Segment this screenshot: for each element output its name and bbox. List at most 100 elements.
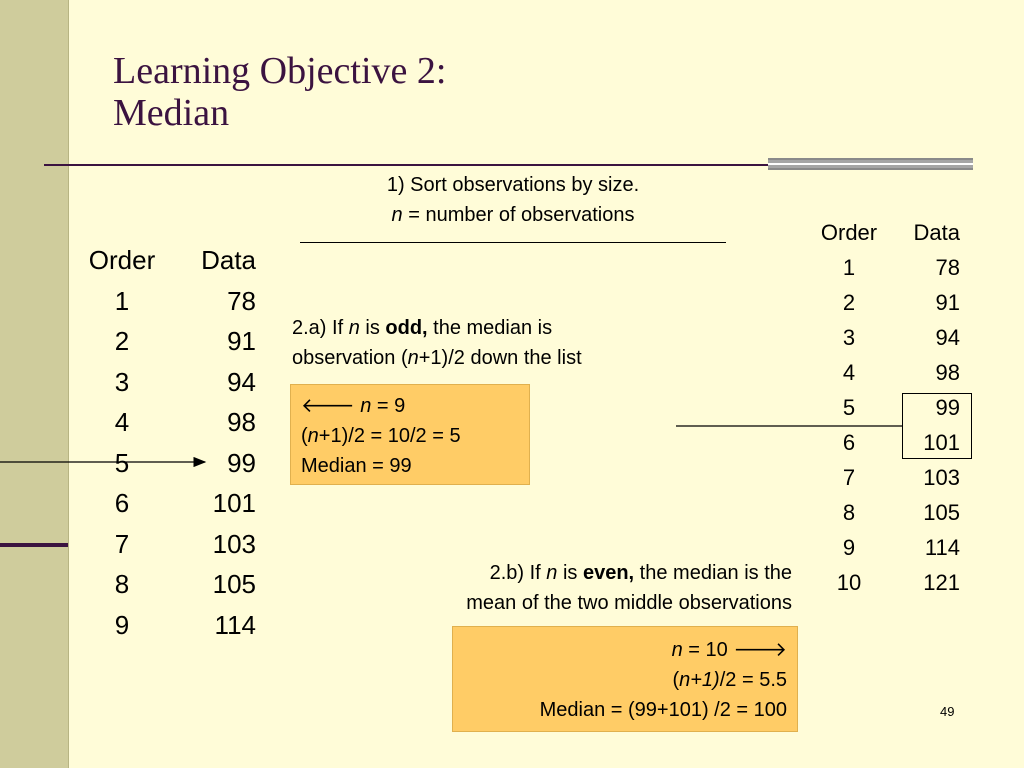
slide-title: Learning Objective 2: Median <box>113 50 446 134</box>
left-table-row: 6 101 <box>78 483 256 524</box>
title-line-1: Learning Objective 2: <box>113 50 447 92</box>
title-line-2: Median <box>113 92 230 134</box>
right-table-data-cell: 103 <box>923 465 960 490</box>
right-table-data-cell: 94 <box>935 325 960 350</box>
even-box-median: Median = (99+101) /2 = 100 <box>539 699 787 721</box>
right-table-order-cell: 6 <box>842 430 856 455</box>
left-table-data-cell: 103 <box>212 528 256 559</box>
left-table-order-cell: 6 <box>114 488 130 518</box>
step-1-n: n <box>391 204 403 226</box>
left-table-body: 1 78 2 91 3 94 4 98 5 99 6 101 7 103 8 105 9 114 <box>78 281 256 646</box>
even-rule-line2: mean of the two middle observations <box>466 592 792 614</box>
even-example-callout: n = 10 🡒 (n+1)/2 = 5.5 Median = (99+101)… <box>452 626 798 732</box>
left-table-order-cell: 3 <box>114 366 130 397</box>
left-table-row: 4 98 <box>78 402 256 443</box>
left-table-row: 3 94 <box>78 362 256 403</box>
step-1-line-2: = number of observations <box>402 204 635 226</box>
right-table-data-cell: 78 <box>935 255 960 280</box>
right-table-data-cell: 114 <box>924 535 960 560</box>
right-table-order-cell: 7 <box>842 465 856 490</box>
step-1-text: 1) Sort observations by size. n = number… <box>300 170 726 230</box>
left-table-order-cell: 7 <box>114 528 130 559</box>
right-table-row: 3 94 <box>810 320 970 355</box>
right-table-row: 8 105 <box>810 495 970 530</box>
right-table-row: 6 101 <box>810 425 970 460</box>
right-table-order-cell: 1 <box>842 255 856 280</box>
decorative-left-strip <box>0 0 69 768</box>
left-table-data-cell: 99 <box>227 447 256 478</box>
right-table-data-cell: 98 <box>935 360 960 385</box>
right-table-order-cell: 3 <box>842 325 856 350</box>
odd-box-n: n <box>360 395 372 417</box>
odd-box-n-value: = 9 <box>371 395 406 417</box>
left-table-data-cell: 98 <box>227 407 256 437</box>
strip-accent-bar <box>0 543 68 547</box>
right-table-order-cell: 4 <box>842 360 856 385</box>
left-table-data-cell: 101 <box>212 488 256 518</box>
right-table-data-cell: 99 <box>935 395 960 420</box>
left-table-row: 1 78 <box>78 281 256 322</box>
even-box-paren: ( <box>672 669 680 691</box>
left-table-order-cell: 1 <box>114 285 130 316</box>
right-table-order-cell: 9 <box>842 535 856 560</box>
right-arrow-icon: 🡒 <box>733 639 787 661</box>
right-table-row: 4 98 <box>810 355 970 390</box>
left-arrow-icon: 🡐 <box>301 395 355 417</box>
right-table-body: 1 78 2 91 3 94 4 98 5 99 6 101 7 103 8 105 9 114 10 121 <box>810 250 970 600</box>
left-header-data: Data <box>201 245 256 275</box>
right-table-data-cell: 121 <box>923 570 960 595</box>
right-table-row: 7 103 <box>810 460 970 495</box>
odd-box-formula-n: n <box>307 425 319 447</box>
odd-box-median: Median = 99 <box>301 455 412 477</box>
left-table-data-cell: 94 <box>227 366 256 397</box>
even-rule-c: the median is the <box>634 562 792 584</box>
right-table-row: 10 121 <box>810 565 970 600</box>
right-data-table: Order Data 1 78 2 91 3 94 4 98 5 99 6 101 7 103 8 105 9 1… <box>810 215 970 600</box>
even-rule-bold: even, <box>582 562 635 584</box>
odd-rule-line2-n: n <box>407 347 419 369</box>
odd-box-paren: ( <box>301 425 308 447</box>
left-table-row: 8 105 <box>78 564 256 605</box>
left-table-order-cell: 2 <box>114 326 130 356</box>
even-box-n: n <box>671 639 683 661</box>
right-table-data-cell: 91 <box>935 290 960 315</box>
title-accent-line <box>768 163 973 165</box>
odd-rule-line2-a: observation ( <box>292 347 408 369</box>
right-table-order-cell: 5 <box>842 395 856 420</box>
separator-line <box>300 242 726 244</box>
odd-rule-a: 2.a) If <box>292 317 349 339</box>
title-underline <box>44 164 772 166</box>
right-table-row: 2 91 <box>810 285 970 320</box>
left-table-row: 9 114 <box>78 605 256 646</box>
left-header-order: Order <box>88 245 156 275</box>
right-header-data: Data <box>913 220 960 245</box>
odd-rule-n: n <box>348 317 360 339</box>
step-1-line-1: 1) Sort observations by size. <box>386 174 640 196</box>
odd-rule-c: the median is <box>427 317 553 339</box>
left-table-row: 5 99 <box>78 443 256 484</box>
left-table-row: 2 91 <box>78 321 256 362</box>
left-table-order-cell: 4 <box>114 407 130 437</box>
left-table-data-cell: 78 <box>227 285 256 316</box>
right-table-row: 1 78 <box>810 250 970 285</box>
right-table-row: 5 99 <box>810 390 970 425</box>
left-table-order-cell: 9 <box>114 609 130 640</box>
odd-example-callout: 🡐 n = 9 (n+1)/2 = 10/2 = 5 Median = 99 <box>290 384 530 485</box>
left-table-order-cell: 8 <box>114 569 130 599</box>
right-table-order-cell: 2 <box>842 290 856 315</box>
even-rule-b: is <box>557 562 583 584</box>
even-box-n-value: = 10 <box>682 639 734 661</box>
even-box-formula-n: n+1) <box>679 669 720 691</box>
odd-rule-text: 2.a) If n is odd, the median is observat… <box>292 313 692 373</box>
left-table-data-cell: 114 <box>214 609 256 640</box>
middle-values-box <box>902 393 972 459</box>
right-table-data-cell: 105 <box>923 500 960 525</box>
left-table-data-cell: 91 <box>227 326 256 356</box>
even-rule-text: 2.b) If n is even, the median is the mea… <box>372 558 792 618</box>
right-table-order-cell: 8 <box>842 500 856 525</box>
odd-rule-bold: odd, <box>385 317 428 339</box>
odd-rule-b: is <box>359 317 386 339</box>
right-header-order: Order <box>820 220 878 245</box>
right-table-data-cell: 101 <box>923 430 960 455</box>
